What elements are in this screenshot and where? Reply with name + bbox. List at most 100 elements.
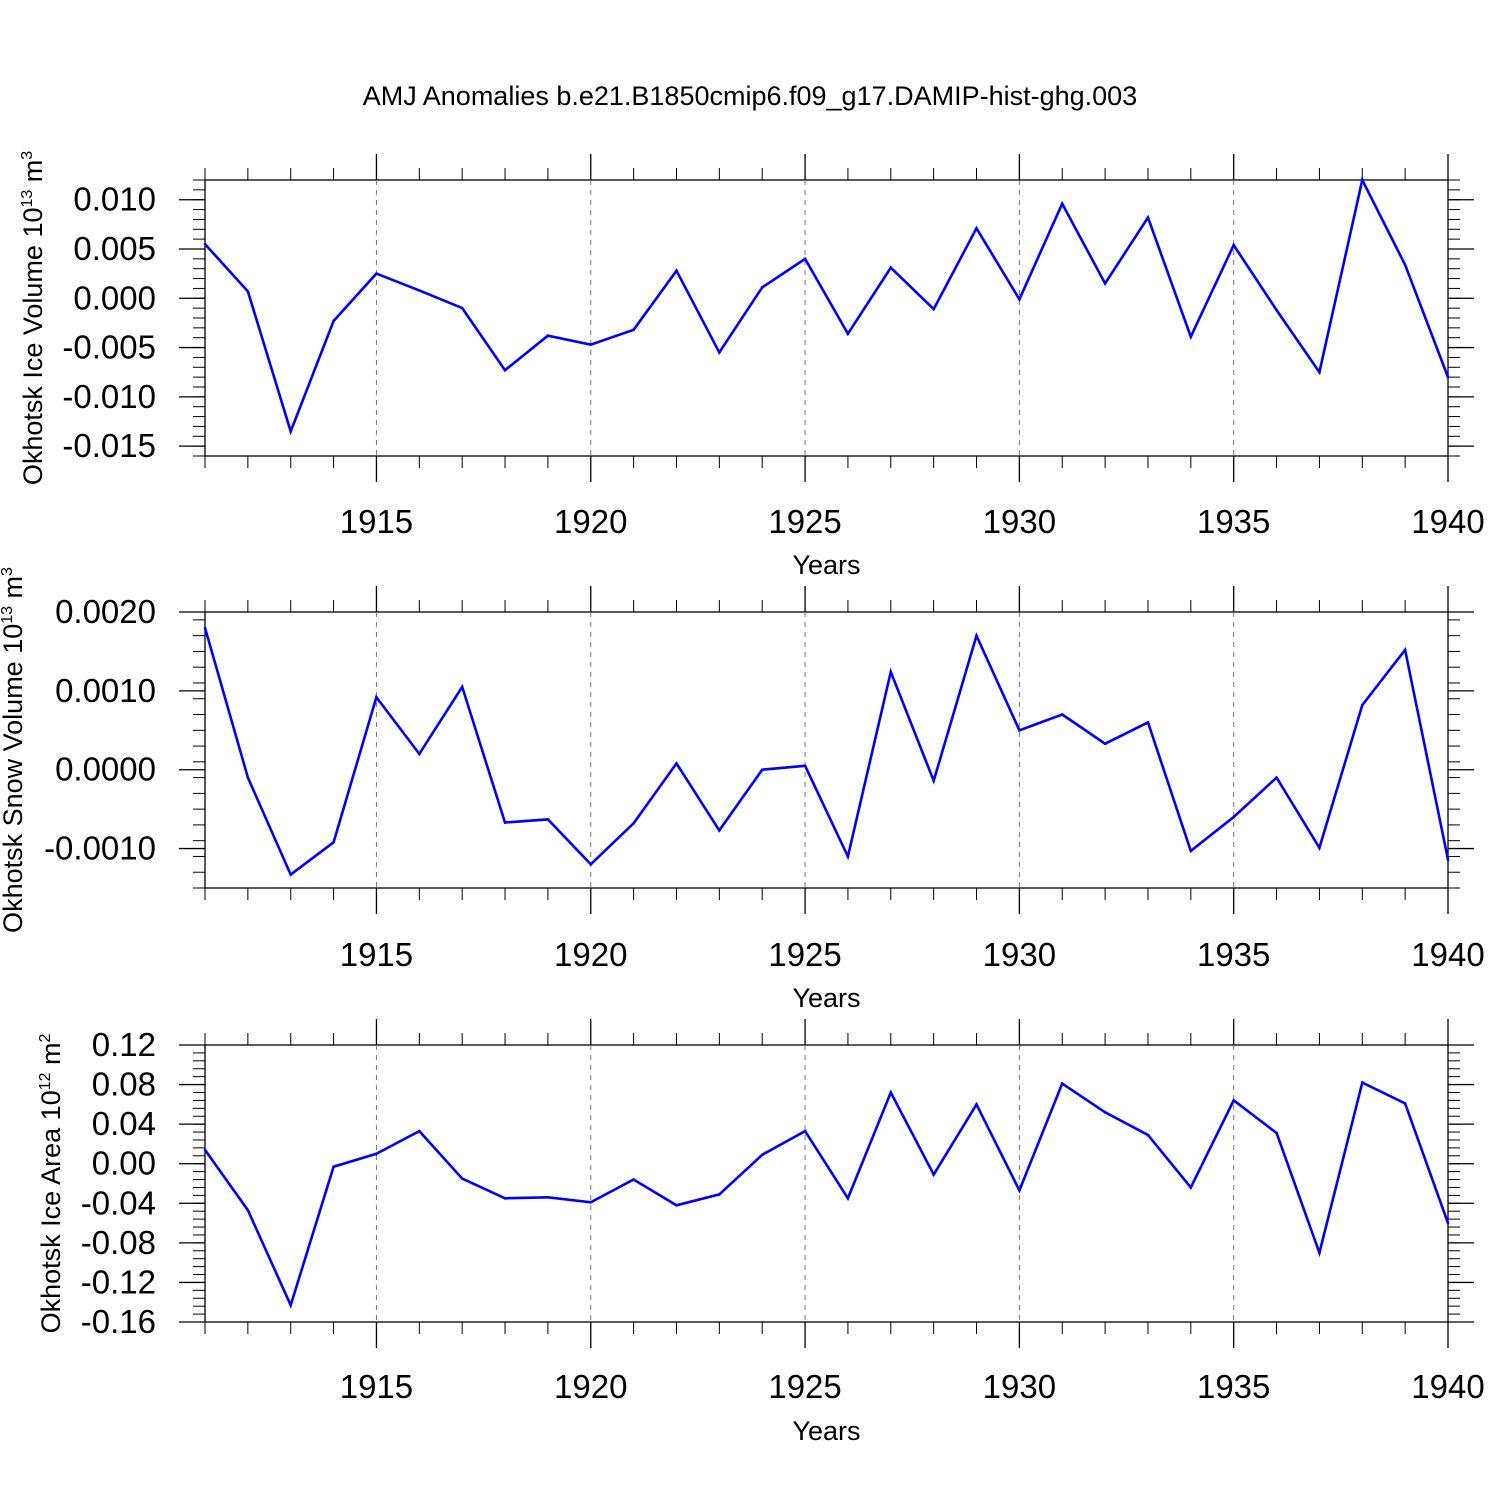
data-point	[932, 779, 935, 783]
x-tick-label: 1940	[1411, 1368, 1484, 1405]
data-point	[460, 1177, 464, 1180]
data-point	[889, 670, 893, 674]
y-tick-label: 0.0010	[55, 672, 156, 709]
x-tick-label: 1940	[1411, 936, 1484, 973]
data-point	[632, 1178, 635, 1181]
y-axis-title: Okhotsk Snow Volume 1013 m3	[0, 567, 28, 933]
y-tick-label: 0.08	[92, 1066, 156, 1103]
data-point	[1018, 1189, 1021, 1192]
data-point	[803, 1129, 807, 1133]
y-tick-label: -0.12	[81, 1263, 156, 1300]
y-axis-title-part: 3	[19, 151, 36, 160]
data-point	[1103, 742, 1107, 745]
data-point	[503, 1197, 507, 1200]
y-tick-label: -0.005	[62, 329, 156, 366]
y-tick-label: 0.12	[92, 1026, 156, 1063]
x-tick-label: 1925	[768, 936, 841, 973]
data-point	[932, 1173, 935, 1176]
y-axis-title-part: m	[18, 160, 48, 190]
data-point	[846, 332, 850, 336]
data-point	[546, 1196, 550, 1199]
data-point	[1232, 1099, 1235, 1102]
data-point	[375, 1152, 378, 1156]
y-axis-title-part: 3	[0, 567, 16, 576]
data-point	[975, 227, 978, 230]
y-axis-title-part: m	[0, 576, 28, 606]
x-tick-label: 1920	[554, 1368, 627, 1405]
data-point	[203, 626, 207, 630]
data-point	[246, 1208, 250, 1212]
data-point	[203, 1148, 207, 1152]
data-point	[889, 1091, 893, 1094]
data-point	[1446, 1221, 1450, 1225]
data-point	[1403, 648, 1407, 652]
x-axis-title: Years	[792, 983, 860, 1013]
y-axis-title-part: 13	[0, 606, 16, 624]
y-axis-title-part: Okhotsk Ice Area 10	[36, 1090, 66, 1333]
data-point	[1275, 1131, 1278, 1135]
data-point	[1103, 282, 1107, 285]
y-axis-title: Okhotsk Ice Area 1012 m2	[36, 1033, 66, 1333]
x-tick-label: 1915	[340, 936, 413, 973]
data-point	[1146, 216, 1150, 219]
x-tick-label: 1915	[340, 503, 413, 540]
data-point	[1360, 1081, 1364, 1084]
data-point	[289, 430, 293, 433]
data-point	[375, 695, 378, 699]
data-point	[503, 821, 507, 824]
y-axis-title-part: 13	[19, 190, 36, 208]
data-point	[460, 306, 464, 310]
data-point	[589, 863, 593, 866]
x-tick-label: 1930	[983, 1368, 1056, 1405]
panel-2: 1915 1920 1925 1930 1935 1940 0.0020 0.0010 0.00…	[0, 567, 1485, 1013]
y-tick-label: -0.16	[81, 1303, 156, 1340]
data-point	[418, 289, 421, 292]
data-point	[1275, 308, 1278, 312]
data-point	[589, 1200, 593, 1204]
y-axis-title: Okhotsk Ice Volume 1013 m3	[18, 151, 48, 485]
x-axis-title: Years	[792, 550, 860, 580]
y-tick-label: -0.0010	[44, 830, 156, 867]
y-axis-title-part: Okhotsk Snow Volume 10	[0, 624, 28, 933]
y-tick-label: 0.0020	[55, 593, 156, 630]
data-point	[1318, 1251, 1321, 1255]
x-tick-label: 1935	[1197, 503, 1270, 540]
x-tick-label: 1930	[983, 503, 1056, 540]
data-point	[1360, 178, 1364, 182]
data-point	[1103, 1110, 1107, 1114]
data-point	[975, 634, 978, 637]
data-point	[1318, 846, 1321, 850]
data-point	[289, 1303, 293, 1307]
data-point	[503, 368, 507, 372]
series-line	[203, 627, 1450, 877]
x-tick-label: 1935	[1197, 936, 1270, 973]
y-tick-label: 0.000	[73, 279, 156, 316]
data-point	[1146, 1133, 1150, 1137]
data-point	[632, 328, 635, 332]
data-point	[1318, 370, 1321, 374]
data-point	[718, 829, 721, 832]
y-tick-label: -0.010	[62, 378, 156, 415]
chart-title: AMJ Anomalies b.e21.B1850cmip6.f09_g17.D…	[363, 81, 1137, 111]
data-point	[675, 762, 678, 765]
data-point	[1446, 375, 1450, 379]
data-point	[1060, 202, 1064, 205]
data-point	[1403, 1102, 1407, 1105]
data-point	[1275, 776, 1278, 779]
x-tick-label: 1925	[768, 1368, 841, 1405]
data-point	[675, 269, 678, 272]
y-tick-label: -0.015	[62, 427, 156, 464]
data-point	[1446, 858, 1450, 861]
data-point	[1189, 335, 1193, 339]
data-point	[332, 319, 335, 323]
y-axis-title-part: m	[36, 1042, 66, 1072]
data-point	[1403, 263, 1407, 267]
y-tick-label: 0.010	[73, 181, 156, 218]
data-point	[975, 1103, 978, 1106]
data-point	[889, 266, 893, 270]
x-tick-label: 1940	[1411, 503, 1484, 540]
data-point	[375, 272, 378, 275]
plot-frame	[204, 1044, 1449, 1323]
data-point	[1189, 1186, 1193, 1189]
